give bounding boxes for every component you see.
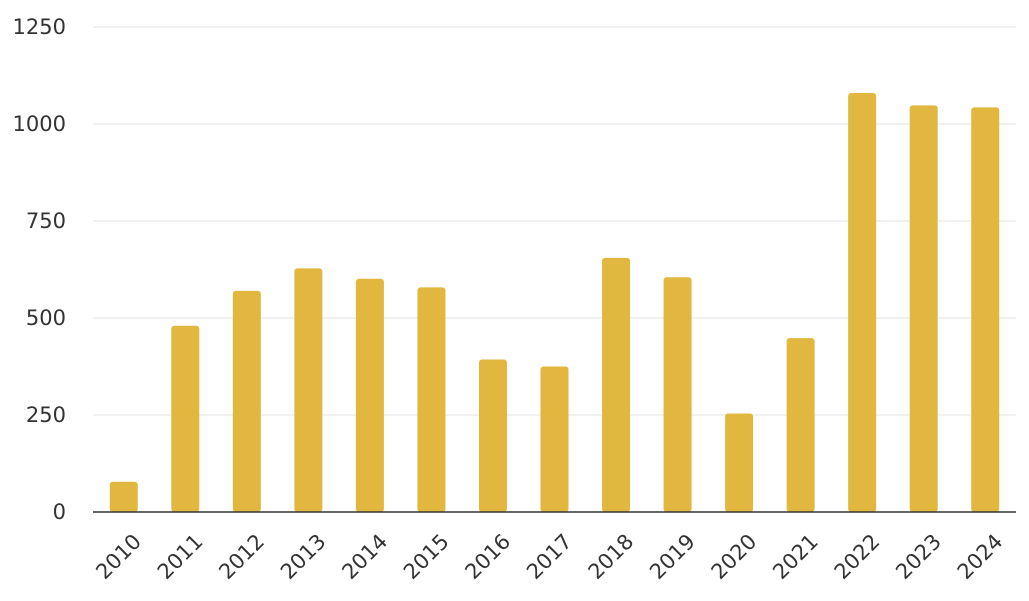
bar bbox=[417, 287, 446, 512]
bar bbox=[663, 277, 692, 512]
bar bbox=[848, 92, 877, 513]
bar bbox=[602, 257, 631, 512]
y-tick-label: 750 bbox=[26, 209, 66, 233]
x-tick-label: 2010 bbox=[91, 529, 146, 584]
bar bbox=[971, 107, 1000, 512]
bar bbox=[294, 268, 323, 512]
x-tick-label: 2012 bbox=[214, 529, 269, 584]
x-tick-label: 2017 bbox=[522, 529, 577, 584]
y-tick-label: 250 bbox=[26, 403, 66, 427]
x-tick-label: 2018 bbox=[584, 529, 639, 584]
y-axis-ticks: 0 250 500 750 1000 1250 bbox=[13, 15, 66, 524]
x-tick-label: 2016 bbox=[460, 529, 515, 584]
bar bbox=[232, 290, 261, 512]
x-tick-label: 2022 bbox=[830, 529, 885, 584]
bar bbox=[786, 338, 815, 512]
bar bbox=[909, 105, 938, 512]
x-axis-ticks: 2010 2011 2012 2013 2014 2015 2016 2017 2018 2019… bbox=[91, 529, 1007, 584]
bars bbox=[109, 92, 1000, 513]
x-tick-label: 2023 bbox=[891, 529, 946, 584]
y-tick-label: 500 bbox=[26, 306, 66, 330]
bar bbox=[725, 413, 754, 512]
x-tick-label: 2013 bbox=[276, 529, 331, 584]
bar bbox=[540, 366, 569, 512]
bar bbox=[355, 278, 384, 512]
x-tick-label: 2024 bbox=[953, 529, 1008, 584]
x-tick-label: 2011 bbox=[153, 529, 208, 584]
x-tick-label: 2019 bbox=[645, 529, 700, 584]
bar bbox=[171, 325, 200, 512]
bar bbox=[478, 359, 507, 512]
x-tick-label: 2014 bbox=[337, 529, 392, 584]
x-tick-label: 2021 bbox=[768, 529, 823, 584]
y-tick-label: 1000 bbox=[13, 112, 66, 136]
bar bbox=[109, 481, 138, 512]
y-tick-label: 1250 bbox=[13, 15, 66, 39]
x-tick-label: 2015 bbox=[399, 529, 454, 584]
y-grid bbox=[93, 26, 1016, 416]
y-tick-label: 0 bbox=[53, 500, 66, 524]
x-tick-label: 2020 bbox=[707, 529, 762, 584]
